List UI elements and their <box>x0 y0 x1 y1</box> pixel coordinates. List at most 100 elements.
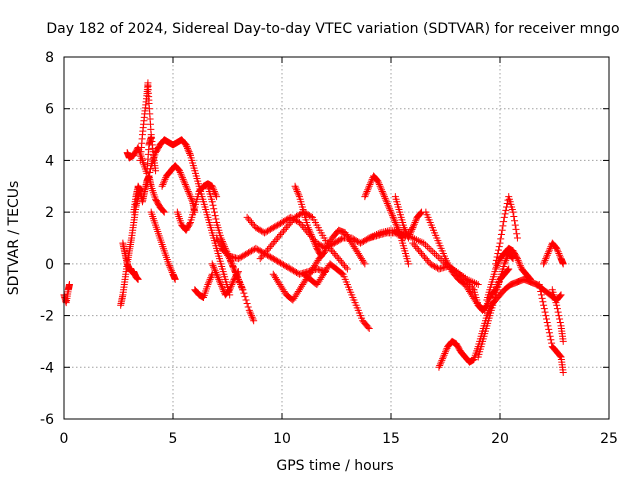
data-point <box>293 187 301 195</box>
data-point <box>281 225 289 233</box>
data-point <box>426 260 434 268</box>
data-point <box>236 254 244 262</box>
data-point <box>545 329 553 337</box>
series-arc22 <box>322 226 369 268</box>
data-point <box>333 237 341 245</box>
data-point <box>471 279 479 287</box>
data-point <box>332 251 340 259</box>
data-point <box>540 260 548 268</box>
data-point <box>540 258 548 266</box>
data-point <box>335 237 343 245</box>
y-tick-label: 6 <box>45 102 54 118</box>
data-point <box>209 184 217 192</box>
data-point <box>160 207 168 215</box>
data-point <box>209 262 217 270</box>
y-tick-label: 2 <box>45 205 54 221</box>
data-point <box>262 228 270 236</box>
data-point <box>499 222 507 230</box>
data-point <box>340 262 348 270</box>
data-point <box>362 189 370 197</box>
data-point <box>262 248 270 256</box>
data-point <box>492 263 500 271</box>
data-point <box>500 260 508 268</box>
data-point <box>516 260 524 268</box>
data-point <box>387 208 395 216</box>
data-point <box>266 253 274 261</box>
data-point <box>503 255 511 263</box>
data-point <box>381 194 389 202</box>
data-point <box>411 218 419 226</box>
data-point <box>263 227 271 235</box>
data-point <box>410 220 418 228</box>
data-point <box>556 318 564 326</box>
data-point <box>411 235 419 243</box>
data-point <box>375 179 383 187</box>
data-point <box>247 310 255 318</box>
data-point <box>419 251 427 259</box>
data-point <box>548 339 556 347</box>
data-point <box>291 268 299 276</box>
x-axis-label: GPS time / hours <box>276 458 393 474</box>
data-point <box>545 248 553 256</box>
data-point <box>544 250 552 258</box>
data-point <box>181 181 189 189</box>
data-point <box>428 261 436 269</box>
data-point <box>285 220 293 228</box>
data-point <box>187 194 195 202</box>
data-point <box>210 263 218 271</box>
data-point <box>166 263 174 271</box>
data-point <box>144 179 152 187</box>
data-point <box>294 189 302 197</box>
data-point <box>317 251 325 259</box>
data-point <box>501 210 509 218</box>
data-point <box>379 189 387 197</box>
data-point <box>436 360 444 368</box>
data-point <box>266 243 274 251</box>
data-point <box>369 232 377 240</box>
data-point <box>516 262 524 270</box>
data-point <box>213 272 221 280</box>
data-point <box>168 267 176 275</box>
data-point <box>366 181 374 189</box>
data-point <box>362 191 370 199</box>
data-point <box>543 253 551 261</box>
data-point <box>511 217 519 225</box>
data-point <box>159 181 167 189</box>
data-point <box>239 252 247 260</box>
data-point <box>330 250 338 258</box>
data-point <box>377 184 385 192</box>
data-point <box>542 255 550 263</box>
series-arc9 <box>158 162 199 216</box>
data-point <box>404 234 412 242</box>
data-point <box>252 244 260 252</box>
data-point <box>442 348 449 356</box>
data-point <box>274 257 282 265</box>
data-point <box>327 246 335 254</box>
data-point <box>432 251 440 259</box>
data-point <box>271 256 279 264</box>
data-point <box>412 217 420 225</box>
data-point <box>272 256 280 264</box>
data-point <box>423 256 431 264</box>
data-point <box>555 250 563 258</box>
data-point <box>226 284 234 292</box>
data-point <box>343 265 351 273</box>
data-point <box>367 179 375 187</box>
data-point <box>246 308 254 316</box>
data-point <box>474 281 482 289</box>
data-point <box>177 170 185 178</box>
series-arc23 <box>361 172 412 268</box>
axis-ticks: 0 5 10 15 20 25 -6 -4 -2 0 2 4 6 8 <box>40 50 618 447</box>
data-point <box>275 258 283 266</box>
data-point <box>358 238 366 246</box>
data-point <box>211 189 219 197</box>
data-point <box>538 294 546 302</box>
data-point <box>182 182 190 190</box>
data-point <box>269 255 277 263</box>
x-tick-label: 20 <box>491 431 509 447</box>
data-point <box>472 280 480 288</box>
data-point <box>248 313 256 321</box>
data-point <box>418 250 426 258</box>
data-point <box>383 200 391 208</box>
data-point <box>380 191 388 199</box>
